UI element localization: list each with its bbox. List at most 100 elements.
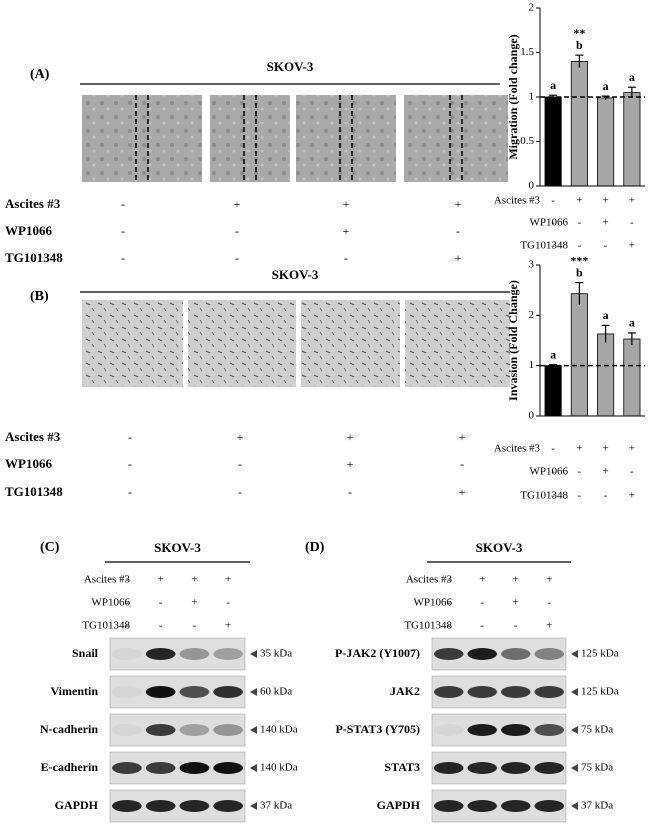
treatment-mark: + (455, 197, 462, 211)
group-letter: a (603, 308, 609, 322)
blot-band (501, 724, 531, 736)
y-tick-label: 0 (529, 180, 535, 192)
blot-band (434, 648, 464, 660)
error-bar (575, 282, 584, 305)
blot-band (534, 686, 564, 698)
y-axis-label: Migration (Fold change) (506, 34, 520, 159)
molecular-weight: 75 kDa (581, 724, 613, 736)
treatment-mark: - (578, 466, 582, 478)
treatment-mark: - (551, 443, 555, 455)
treatment-mark: + (603, 443, 609, 455)
group-letter: a (550, 347, 556, 361)
micrograph (404, 95, 508, 182)
protein-name: P-STAT3 (Y705) (335, 722, 420, 736)
size-marker (571, 650, 578, 658)
blot-band (213, 762, 243, 774)
protein-name: JAK2 (390, 684, 420, 698)
treatment-name: WP1066 (530, 217, 569, 229)
treatment-mark: - (547, 597, 551, 609)
treatment-mark: - (630, 466, 634, 478)
blot-band (145, 686, 176, 698)
treatment-mark: - (447, 620, 451, 632)
protein-name: STAT3 (384, 760, 420, 774)
treatment-mark: + (576, 195, 582, 207)
y-tick-label: 1 (529, 91, 535, 103)
treatment-mark: - (551, 490, 555, 502)
molecular-weight: 35 kDa (260, 648, 292, 660)
treatment-name: TG101348 (404, 620, 452, 632)
treatment-mark: - (238, 457, 242, 471)
treatment-mark: + (479, 574, 485, 586)
treatment-mark: + (347, 430, 354, 444)
treatment-mark: + (546, 574, 552, 586)
bar (623, 338, 641, 417)
treatment-mark: + (234, 197, 241, 211)
molecular-weight: 140 kDa (260, 724, 298, 736)
blot-band (534, 724, 564, 736)
treatment-mark: + (347, 457, 354, 471)
treatment-name: Ascites #3 (5, 196, 61, 211)
blot-band (179, 724, 210, 736)
bar (570, 293, 588, 417)
treatment-mark: - (193, 620, 197, 632)
panel-label: (A) (30, 67, 50, 82)
treatment-mark: + (629, 240, 635, 252)
bar (570, 61, 588, 187)
blot-band (145, 800, 176, 812)
protein-name: E-cadherin (41, 760, 99, 774)
treatment-name: WP1066 (5, 456, 52, 471)
micrograph (405, 300, 510, 387)
treatment-mark: - (121, 251, 125, 265)
blot-band (534, 762, 564, 774)
treatment-mark: + (343, 197, 350, 211)
blot-membrane (109, 713, 246, 747)
treatment-mark: - (121, 224, 125, 238)
molecular-weight: 60 kDa (260, 686, 292, 698)
treatment-mark: - (551, 217, 555, 229)
micrograph (296, 95, 396, 182)
treatment-mark: - (460, 457, 464, 471)
bar (544, 96, 562, 187)
blot-band (112, 800, 142, 812)
significance: ** (573, 26, 585, 40)
blot-band (434, 686, 464, 698)
treatment-mark: - (578, 217, 582, 229)
treatment-mark: - (604, 240, 608, 252)
treatment-mark: + (191, 574, 197, 586)
size-marker (250, 764, 257, 772)
treatment-mark: - (447, 574, 451, 586)
blot-band (434, 724, 464, 736)
molecular-weight: 37 kDa (260, 800, 292, 812)
molecular-weight: 125 kDa (581, 648, 619, 660)
micrograph (82, 300, 183, 387)
treatment-mark: - (456, 224, 460, 238)
size-marker (250, 802, 257, 810)
blot-membrane (109, 637, 246, 671)
treatment-mark: - (128, 485, 132, 499)
error-bar (601, 324, 610, 343)
treatment-name: WP1066 (414, 597, 453, 609)
treatment-mark: - (447, 597, 451, 609)
treatment-mark: - (480, 597, 484, 609)
protein-name: N-cadherin (40, 722, 98, 736)
treatment-name: WP1066 (92, 597, 131, 609)
treatment-mark: + (225, 574, 231, 586)
blot-band (179, 800, 210, 812)
panel-title: SKOV-3 (267, 59, 314, 74)
treatment-mark: + (603, 195, 609, 207)
treatment-mark: - (630, 217, 634, 229)
treatment-name: TG101348 (82, 620, 130, 632)
blot-band (501, 648, 531, 660)
treatment-mark: - (128, 430, 132, 444)
treatment-mark: - (128, 457, 132, 471)
treatment-name: WP1066 (530, 466, 569, 478)
protein-name: GAPDH (377, 798, 421, 812)
blot-band (501, 800, 531, 812)
blot-band (213, 686, 243, 698)
group-letter: a (629, 70, 635, 84)
panel-label: (C) (40, 540, 60, 555)
treatment-mark: + (237, 430, 244, 444)
bar (623, 92, 641, 187)
treatment-mark: + (459, 430, 466, 444)
treatment-mark: - (551, 466, 555, 478)
